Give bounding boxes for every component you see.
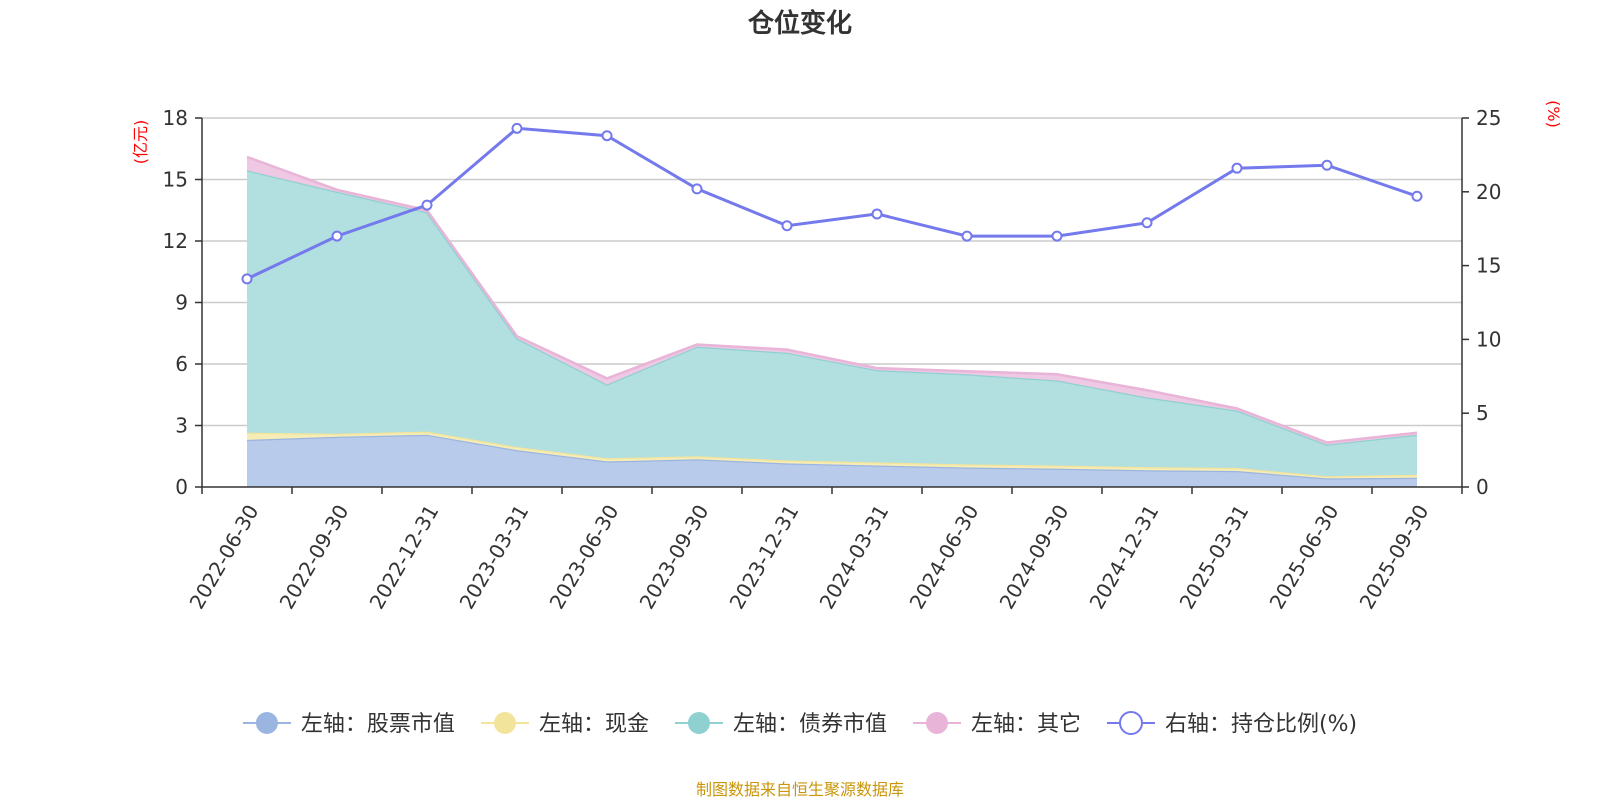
legend-item-3[interactable]: 左轴：其它 bbox=[912, 712, 1081, 737]
left-axis-tick-label: 12 bbox=[163, 229, 188, 253]
legend-swatch-icon bbox=[1118, 711, 1143, 735]
right-axis-tick-label: 10 bbox=[1476, 327, 1501, 351]
left-axis-tick-label: 6 bbox=[175, 352, 188, 376]
x-axis-tick-label: 2025-03-31 bbox=[1175, 501, 1254, 614]
right-axis-tick-label: 0 bbox=[1476, 475, 1489, 499]
area-edge-3 bbox=[246, 155, 1418, 444]
legend-swatch-icon bbox=[255, 712, 278, 734]
right-axis-unit: (%) bbox=[1544, 100, 1563, 128]
x-axis-tick-label: 2025-06-30 bbox=[1265, 501, 1344, 614]
x-axis-tick-label: 2024-12-31 bbox=[1085, 501, 1164, 614]
x-axis-tick-label: 2024-03-31 bbox=[815, 501, 894, 614]
area-series-2 bbox=[247, 170, 1417, 477]
right-axis-tick-label: 5 bbox=[1476, 401, 1489, 425]
stacked-areas bbox=[246, 155, 1418, 487]
legend-item-2[interactable]: 左轴：债券市值 bbox=[674, 712, 887, 737]
right-axis-tick-label: 20 bbox=[1476, 180, 1501, 204]
ratio-line bbox=[246, 126, 1418, 281]
x-axis-tick-label: 2022-09-30 bbox=[275, 501, 354, 614]
ratio-point[interactable] bbox=[1051, 230, 1063, 242]
legend-item-4[interactable]: 右轴：持仓比例(%) bbox=[1106, 711, 1357, 737]
legend-item-0[interactable]: 左轴：股票市值 bbox=[242, 712, 455, 737]
legend-item-1[interactable]: 左轴：现金 bbox=[480, 712, 649, 737]
x-axis-tick-label: 2022-06-30 bbox=[185, 501, 264, 614]
ratio-point[interactable] bbox=[241, 273, 253, 285]
ratio-point[interactable] bbox=[781, 220, 793, 232]
legend-label: 左轴：股票市值 bbox=[301, 712, 455, 737]
legend[interactable]: 左轴：股票市值 左轴：现金 左轴：债券市值 左轴：其它 右轴：持仓比例(%) bbox=[242, 711, 1357, 737]
left-axis-unit: (亿元) bbox=[131, 120, 150, 165]
ratio-point[interactable] bbox=[331, 230, 343, 242]
ratio-line-series bbox=[241, 122, 1423, 285]
right-axis-tick-label: 25 bbox=[1476, 106, 1501, 130]
area-series-0 bbox=[247, 434, 1417, 487]
left-axis-tick-label: 3 bbox=[175, 414, 188, 438]
ratio-point[interactable] bbox=[691, 183, 703, 195]
left-axis-tick-label: 18 bbox=[163, 106, 188, 130]
x-axis-tick-label: 2023-09-30 bbox=[635, 501, 714, 614]
legend-swatch-icon bbox=[687, 712, 710, 734]
legend-swatch-icon bbox=[493, 712, 516, 734]
legend-label: 左轴：债券市值 bbox=[733, 712, 887, 737]
ratio-point[interactable] bbox=[511, 122, 523, 134]
x-axis-tick-label: 2023-12-31 bbox=[725, 501, 804, 614]
x-axis-tick-label: 2025-09-30 bbox=[1355, 501, 1434, 614]
ratio-point[interactable] bbox=[1321, 159, 1333, 171]
x-axis-tick-label: 2022-12-31 bbox=[365, 501, 444, 614]
x-axis-tick-label: 2023-03-31 bbox=[455, 501, 534, 614]
ratio-point[interactable] bbox=[871, 208, 883, 220]
right-axis-tick-label: 15 bbox=[1476, 254, 1501, 278]
left-axis-tick-label: 15 bbox=[163, 168, 188, 192]
legend-label: 右轴：持仓比例(%) bbox=[1165, 712, 1357, 737]
x-axis-tick-label: 2023-06-30 bbox=[545, 501, 624, 614]
ratio-point[interactable] bbox=[961, 230, 973, 242]
left-axis-tick-label: 0 bbox=[175, 475, 188, 499]
legend-label: 左轴：其它 bbox=[971, 712, 1081, 737]
x-axis-tick-label: 2024-09-30 bbox=[995, 501, 1074, 614]
ratio-point[interactable] bbox=[1231, 162, 1243, 174]
legend-label: 左轴：现金 bbox=[539, 712, 649, 737]
ratio-point[interactable] bbox=[1411, 190, 1423, 202]
ratio-point[interactable] bbox=[601, 130, 613, 142]
ratio-point[interactable] bbox=[421, 199, 433, 211]
ratio-point[interactable] bbox=[1141, 217, 1153, 229]
left-axis-tick-label: 9 bbox=[175, 291, 188, 315]
chart-title: 仓位变化 bbox=[747, 8, 852, 39]
data-source-note: 制图数据来自恒生聚源数据库 bbox=[696, 780, 904, 799]
legend-swatch-icon bbox=[925, 712, 948, 734]
x-axis-tick-label: 2024-06-30 bbox=[905, 501, 984, 614]
